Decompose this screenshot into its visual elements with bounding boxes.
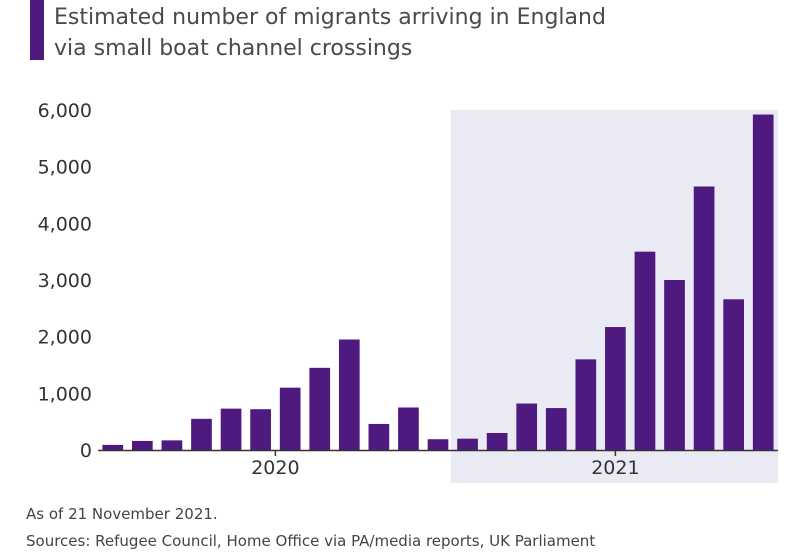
bar-2021-05 [575,359,597,450]
bar-2020-09 [338,339,360,450]
bar-2021-10 [723,299,744,450]
y-tick-label: 6,000 [38,100,92,122]
bar-2020-07 [279,387,301,450]
bar-2020-01 [102,444,124,450]
y-tick-label: 5,000 [38,157,92,179]
bar-2020-10 [368,423,390,450]
bar-2020-08 [309,367,331,450]
bar-2021-03 [516,403,538,450]
chart-title-line-1: Estimated number of migrants arriving in… [54,5,606,30]
chart-sources: Sources: Refugee Council, Home Office vi… [26,532,596,550]
y-tick-label: 1,000 [38,383,92,405]
y-tick-label: 3,000 [38,270,92,292]
bar-2020-12 [427,439,449,450]
chart-title-line-2: via small boat channel crossings [54,36,413,61]
bar-2021-01 [457,438,478,450]
bar-2020-03 [161,440,183,450]
bar-2020-02 [132,440,153,450]
chart-note: As of 21 November 2021. [26,505,218,523]
bar-2020-05 [220,408,242,450]
bar-2021-04 [545,408,567,450]
bar-2021-07 [634,251,656,450]
legend-swatch [30,0,44,60]
bar-2021-08 [664,280,685,450]
bar-2021-06 [605,327,626,450]
x-tick-label: 2020 [251,457,299,479]
bar-2020-04 [191,418,212,450]
bar-2020-11 [398,407,419,450]
bar-2021-02 [486,433,508,450]
chart-title: Estimated number of migrants arriving in… [54,2,606,64]
y-tick-label: 2,000 [38,327,92,349]
y-tick-label: 0 [80,440,92,462]
bar-2021-11 [752,114,774,451]
bar-2020-06 [250,409,271,450]
bar-2021-09 [693,186,715,450]
bar-chart: 0 1,000 2,000 3,000 4,000 5,000 6,000 2020 2021 [38,100,778,483]
x-tick-label: 2021 [591,457,639,479]
y-tick-label: 4,000 [38,213,92,235]
